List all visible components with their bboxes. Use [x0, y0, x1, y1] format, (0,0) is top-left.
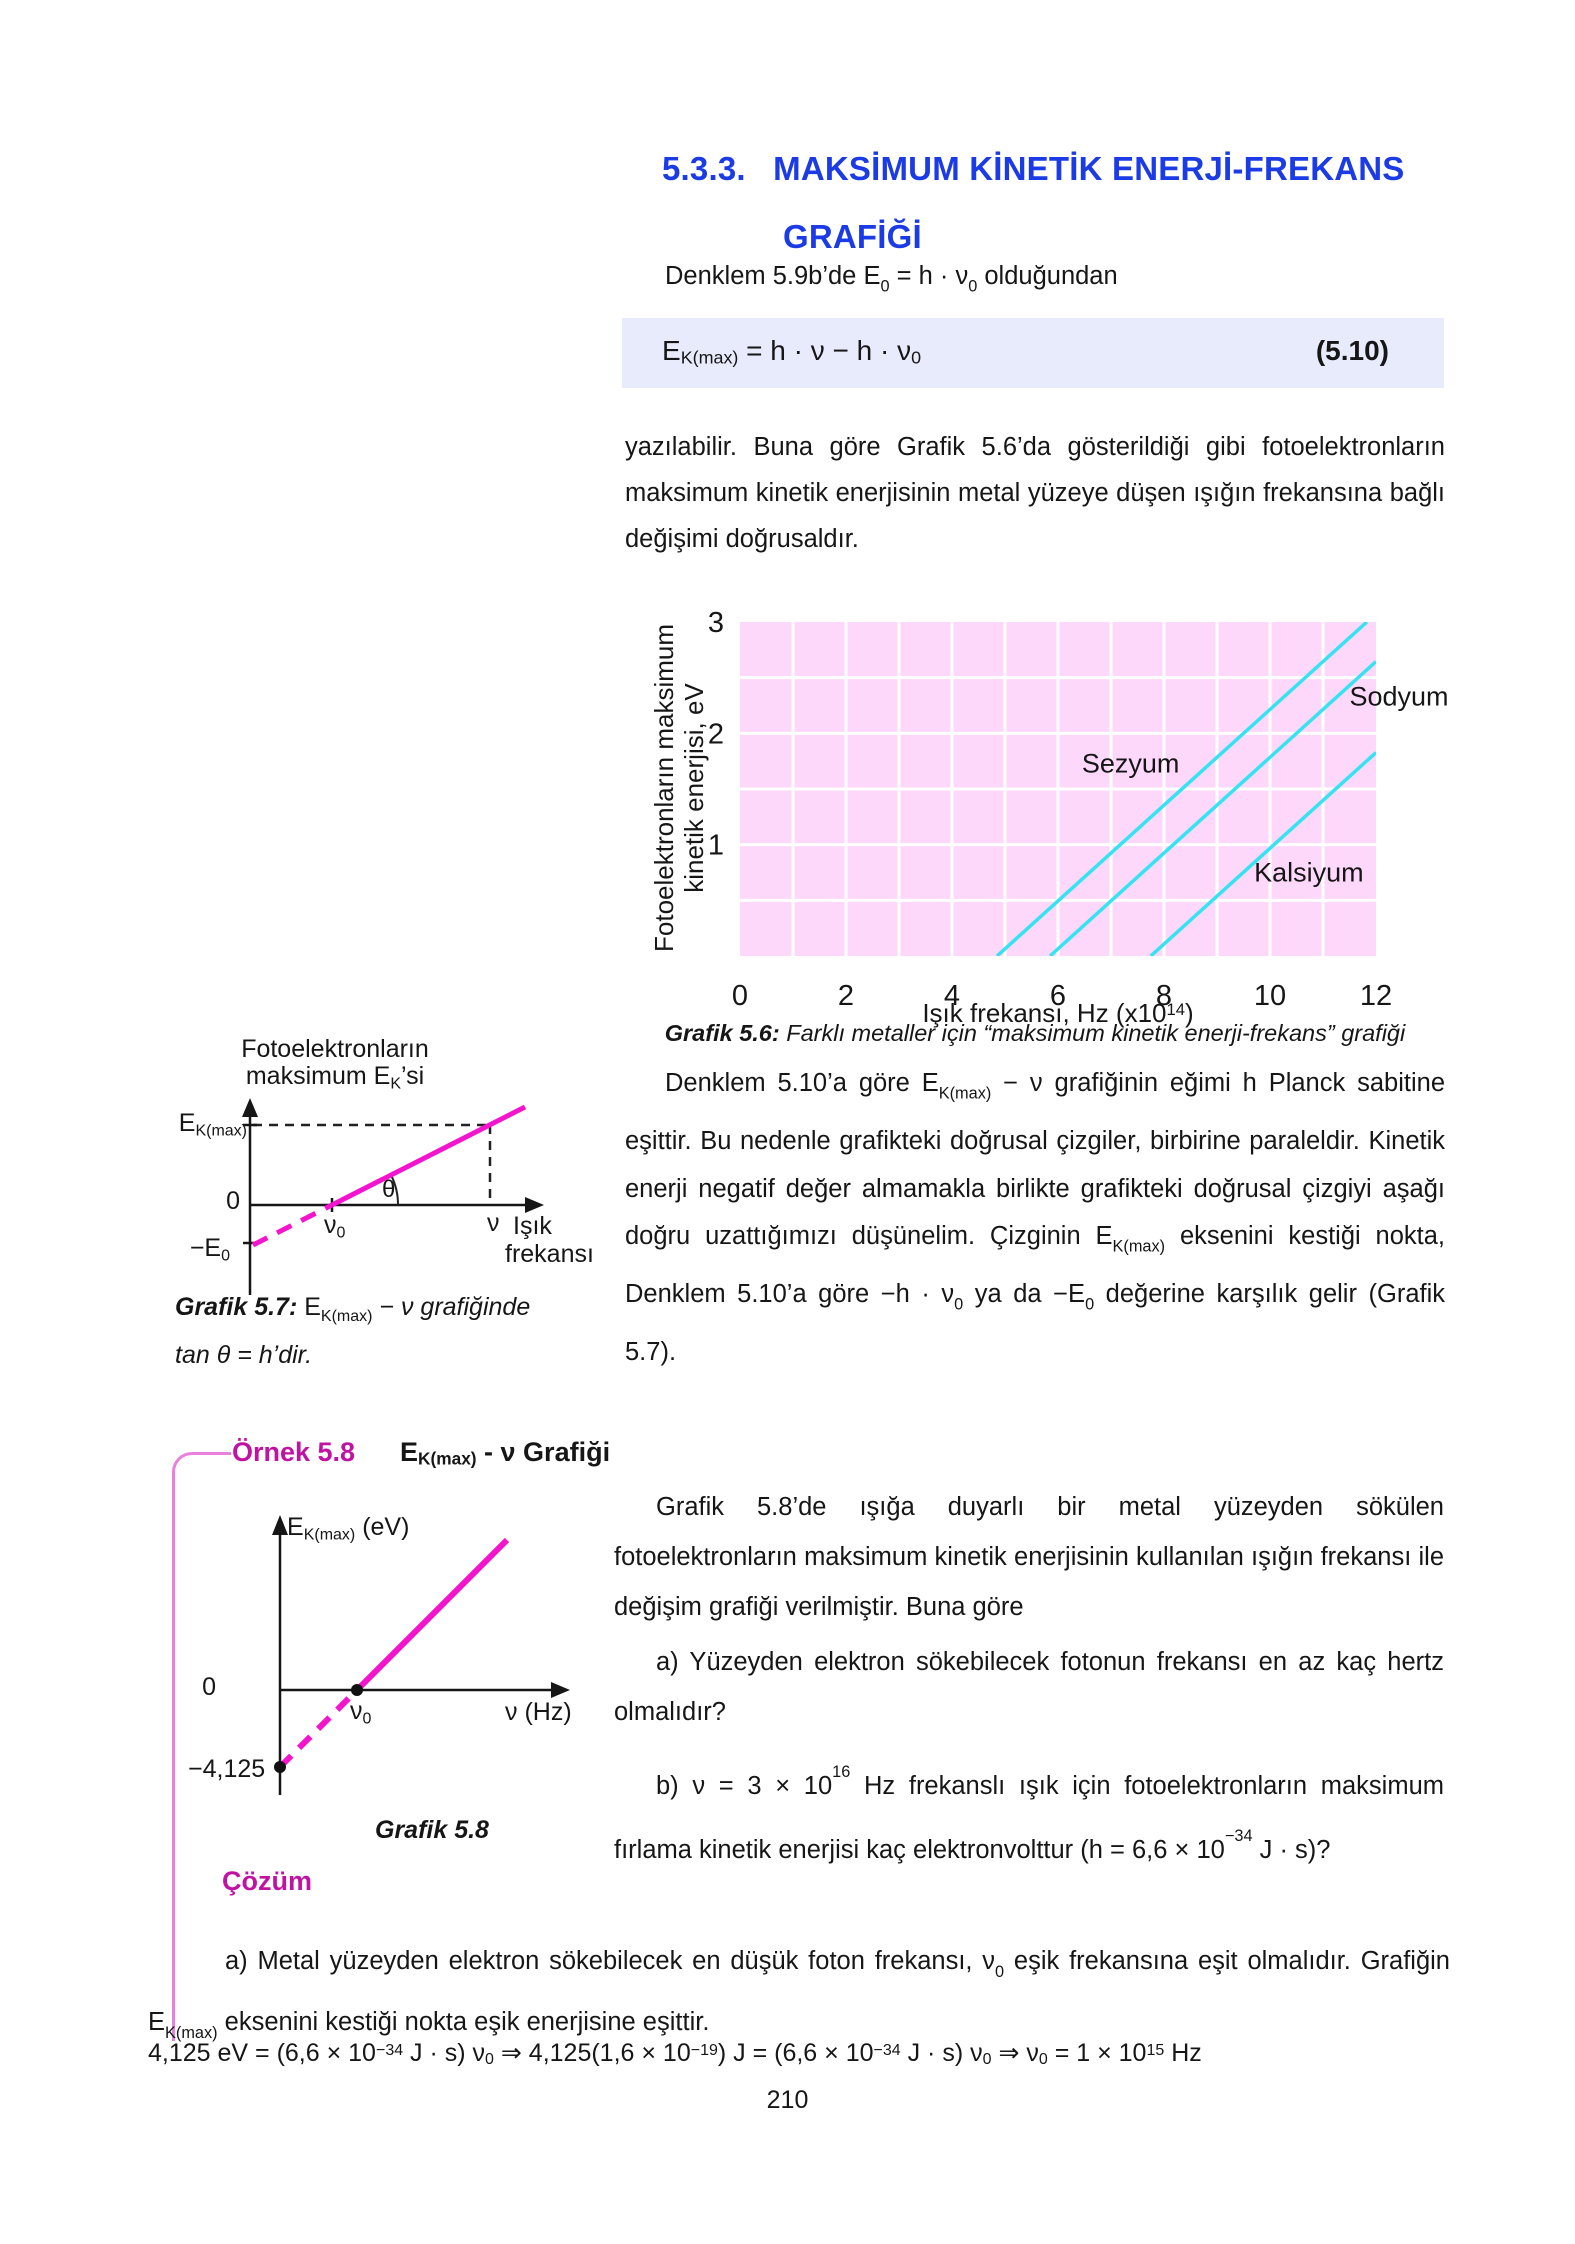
example-paragraph: Grafik 5.8’de ışığa duyarlı bir metal yü… [614, 1493, 1444, 1621]
grafik-5-8-nuhz-label: ν (Hz) [505, 1698, 572, 1726]
grafik-5-7-xaxis-label-line1: Işık [513, 1212, 552, 1240]
ekmax-frequency-line [330, 1104, 527, 1208]
paragraph-2: Denklem 5.10’a göre EK(max) − ν grafiğin… [625, 1069, 1446, 1367]
example-title: EK(max) - ν Grafiği [400, 1437, 611, 1469]
svg-text:3: 3 [708, 607, 724, 639]
example-label: Örnek 5.8 [232, 1437, 356, 1467]
caption-grafik-5-7-line2: tan θ = h’dir. [175, 1341, 313, 1370]
page-number: 210 [766, 2086, 809, 2114]
svg-text:Kalsiyum: Kalsiyum [1254, 858, 1364, 888]
example-question-b: b) ν = 3 × 1016 Hz frekanslı ışık için f… [614, 1763, 1444, 1864]
grafik-5-7-diagram [242, 1098, 544, 1295]
y-axis-arrow-icon [272, 1515, 288, 1535]
chart-y-axis-title-line1: Fotoelektronların maksimum [649, 624, 679, 952]
caption-grafik-5-8: Grafik 5.8 [375, 1816, 489, 1844]
chart-y-axis-title-line2: kinetik enerjisi, eV [679, 683, 709, 893]
paragraph-1: yazılabilir. Buna göre Grafik 5.6’da gös… [625, 433, 1445, 553]
svg-text:Sodyum: Sodyum [1350, 682, 1449, 712]
grafik-5-7-title-line1: Fotoelektronların [241, 1035, 429, 1063]
grafik-5-7-theta-label: θ [382, 1176, 396, 1203]
svg-text:Sezyum: Sezyum [1082, 748, 1180, 778]
grafik-5-7-ekmax-label: EK(max) [178, 1109, 247, 1140]
chart-x-axis-title: Işık frekansı, Hz (x1014) [922, 998, 1194, 1028]
example-bracket [172, 1452, 231, 2041]
chart-y-axis-title: Fotoelektronların maksimum kinetik enerj… [649, 608, 711, 968]
equation-tag: (5.10) [1315, 335, 1389, 366]
svg-text:12: 12 [1360, 980, 1392, 1012]
y-axis-arrow-icon [242, 1098, 258, 1117]
x-axis-arrow-icon [551, 1682, 570, 1698]
grafik-5-7-xaxis-label-line2: frekansı [505, 1240, 594, 1268]
section-heading-line1: 5.3.3. MAKSİMUM KİNETİK ENERJİ-FREKANS [662, 150, 1405, 188]
svg-text:6: 6 [1050, 980, 1066, 1012]
intro-sentence: Denklem 5.9b’de E0 = h · ν0 olduğundan [665, 262, 1118, 296]
grafik-5-7-title: Fotoelektronların maksimum EK’si [199, 1036, 471, 1097]
grafik-5-7-negative-e0-label: −E0 [189, 1234, 230, 1265]
example-question-a: a) Yüzeyden elektron sökebilecek fotonun… [614, 1648, 1444, 1726]
extrapolated-line [251, 1202, 334, 1248]
section-heading-line2: GRAFİĞİ [783, 218, 922, 255]
grafik-5-8-nu0-label: ν0 [350, 1697, 372, 1728]
intercept-point [274, 1761, 286, 1773]
grafik-5-7-title-line2: maksimum EK’si [245, 1062, 425, 1093]
solution-paragraph-a: a) Metal yüzeyden elektron sökebilecek e… [148, 1947, 1450, 2042]
solution-equation: 4,125 eV = (6,6 × 10−34 J · s) ν0 ⇒ 4,12… [148, 2039, 1202, 2068]
svg-text:1: 1 [708, 830, 724, 862]
extrapolated-line [277, 1687, 360, 1770]
svg-text:10: 10 [1254, 980, 1286, 1012]
grafik-5-7-zero-label: 0 [226, 1187, 240, 1215]
ekmax-frequency-line [354, 1537, 510, 1693]
caption-grafik-5-7: Grafik 5.7: EK(max) − ν grafiğinde tan θ… [175, 1288, 595, 1374]
svg-text:0: 0 [732, 980, 748, 1012]
section-number: 5.3.3. [662, 150, 746, 187]
grafik-5-8-diagram [272, 1515, 570, 1795]
grafik-5-7-nu-label: ν [487, 1209, 500, 1237]
grafik-5-8-intercept-label: −4,125 [188, 1755, 266, 1783]
threshold-point [351, 1684, 363, 1696]
svg-text:2: 2 [708, 718, 724, 750]
equation-box: EK(max) = h · ν − h · ν0 (5.10) [622, 318, 1444, 388]
equation-5-10: EK(max) = h · ν − h · ν0 [662, 335, 922, 368]
grafik-5-8-ylabel: EK(max) (eV) [287, 1513, 410, 1544]
grafik-5-7-nu0-label: ν0 [324, 1211, 346, 1242]
x-axis-arrow-icon [525, 1197, 544, 1213]
section-title-part1: MAKSİMUM KİNETİK ENERJİ-FREKANS [773, 150, 1405, 187]
caption-grafik-5-6: Grafik 5.6: Farklı metaller için “maksim… [664, 1020, 1406, 1046]
caption-grafik-5-7-line1: Grafik 5.7: EK(max) − ν grafiğinde [175, 1293, 531, 1326]
solution-label: Çözüm [222, 1866, 312, 1896]
svg-text:2: 2 [838, 980, 854, 1012]
svg-text:8: 8 [1156, 980, 1172, 1012]
svg-text:4: 4 [944, 980, 960, 1012]
grafik-5-8-zero-label: 0 [202, 1673, 216, 1701]
